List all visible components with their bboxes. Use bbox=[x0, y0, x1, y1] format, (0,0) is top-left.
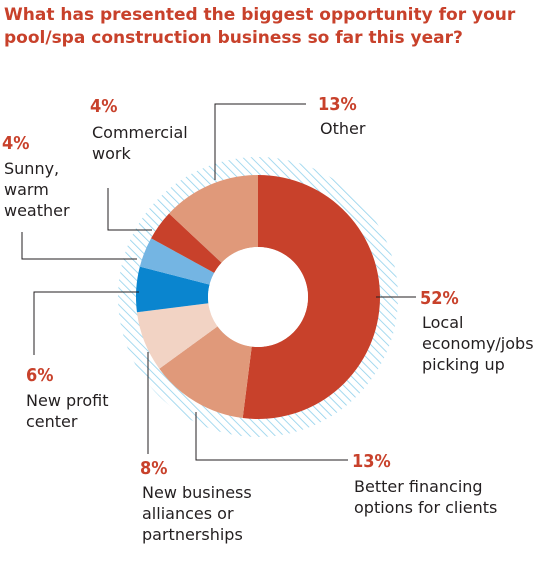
donut-hole bbox=[208, 247, 308, 347]
percent-label-local-economy-jobs-picking-up: 52% bbox=[420, 288, 459, 309]
category-label-other-line-1: Other bbox=[320, 119, 366, 138]
labels-group: 52% Local economy/jobs picking up 13% Better … bbox=[2, 94, 534, 544]
category-label-sunny-warm-weather-line-1: Sunny, bbox=[4, 159, 59, 178]
slices-group bbox=[136, 175, 380, 419]
percent-label-sunny-warm-weather: 4% bbox=[2, 133, 30, 154]
leader-line-sunny-warm-weather bbox=[21, 232, 137, 260]
percent-label-commercial-work: 4% bbox=[90, 96, 118, 117]
category-label-new-profit-center-line-1: New profit bbox=[26, 391, 109, 410]
leader-line-commercial-work bbox=[107, 188, 152, 231]
leader-line-new-profit-center bbox=[33, 291, 139, 355]
slice-commercial-work bbox=[151, 213, 222, 273]
percent-label-better-financing-options-for-clients: 13% bbox=[352, 451, 391, 472]
category-label-sunny-warm-weather-line-2: warm bbox=[4, 180, 49, 199]
chart-title: What has presented the biggest opportuni… bbox=[4, 5, 516, 48]
slice-new-business-alliances-or-partnerships bbox=[136, 303, 218, 369]
percent-label-other: 13% bbox=[318, 94, 357, 115]
slice-new-profit-center bbox=[136, 266, 210, 313]
category-label-local-economy-jobs-picking-up-line-3: picking up bbox=[422, 355, 505, 374]
category-label-better-financing-options-for-clients-line-2: options for clients bbox=[354, 498, 497, 517]
category-label-new-business-alliances-or-partnerships-line-3: partnerships bbox=[142, 525, 243, 544]
slice-better-financing-options-for-clients bbox=[159, 326, 252, 419]
category-label-better-financing-options-for-clients-line-1: Better financing bbox=[354, 477, 483, 496]
leader-lines-group bbox=[21, 103, 416, 461]
percent-label-new-business-alliances-or-partnerships: 8% bbox=[140, 458, 168, 479]
category-label-new-business-alliances-or-partnerships-line-1: New business bbox=[142, 483, 252, 502]
category-label-commercial-work-line-2: work bbox=[92, 144, 131, 163]
category-label-new-profit-center-line-2: center bbox=[26, 412, 78, 431]
category-label-commercial-work-line-1: Commercial bbox=[92, 123, 188, 142]
slice-other bbox=[169, 175, 258, 263]
category-label-new-business-alliances-or-partnerships-line-2: alliances or bbox=[142, 504, 234, 523]
leader-line-other bbox=[214, 103, 306, 180]
percent-label-new-profit-center: 6% bbox=[26, 365, 54, 386]
slice-local-economy-jobs-picking-up bbox=[242, 175, 380, 419]
category-label-sunny-warm-weather-line-3: weather bbox=[4, 201, 70, 220]
slice-sunny-warm-weather bbox=[139, 238, 215, 285]
category-label-local-economy-jobs-picking-up-line-2: economy/jobs bbox=[422, 334, 534, 353]
leader-line-better-financing-options-for-clients bbox=[195, 412, 348, 461]
category-label-local-economy-jobs-picking-up-line-1: Local bbox=[422, 313, 463, 332]
